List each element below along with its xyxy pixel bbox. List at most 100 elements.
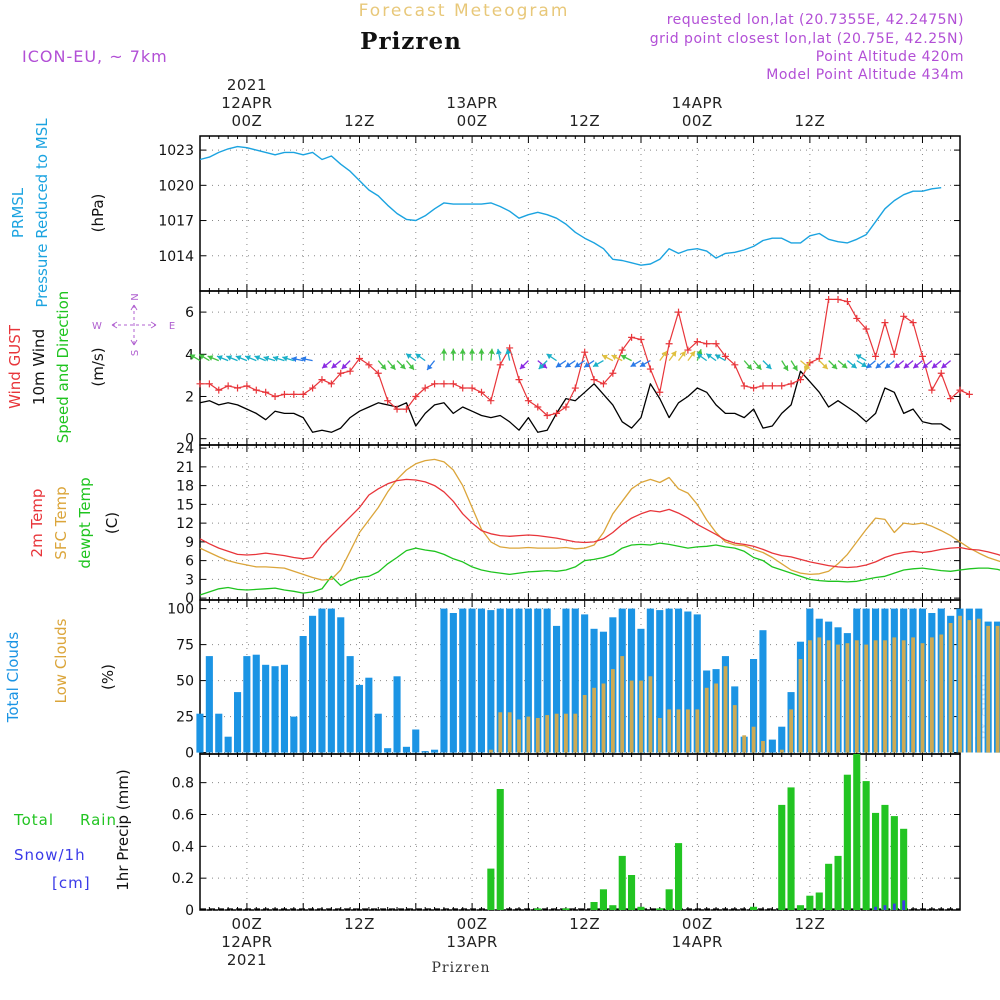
wind-gust-marker [581,348,589,356]
legend-rain: Rain [80,811,117,829]
clouds-panel: 0 25 50 75 100 [167,599,1000,762]
wind-arrow-head [263,355,270,362]
low-cloud-bar [667,709,672,753]
wind-gust-marker [684,346,692,354]
wind-arrow-head [861,361,867,367]
wind-gust-marker [196,380,204,388]
snow-bar [892,903,896,910]
rain-bar [562,908,570,910]
wind-direction-arrow [564,360,576,368]
wind-gust-marker [496,361,504,369]
wind-gust-marker [290,390,298,398]
wind-direction-arrow [478,348,485,361]
wind-arrow-head [282,355,288,362]
total-cloud-bar [346,656,354,753]
wind-direction-arrow [198,353,210,362]
wind-direction-arrow [922,360,933,369]
wind-arrow-head [226,355,233,361]
low-cloud-bar [695,709,700,753]
rain-bar [815,892,823,910]
total-cloud-bar [205,656,213,753]
wind-direction-arrow [272,355,285,362]
wind-arrow-head [440,348,447,354]
rain-bar [750,906,758,910]
low-cloud-bar [967,620,972,753]
wind-arrow-head [519,363,526,370]
total-cloud-bar [402,746,410,753]
wind-gust-marker [881,319,889,327]
wind-direction-arrow [426,360,436,371]
y-tick-label: 75 [176,638,194,654]
wind-arrow-head [341,363,348,370]
y-tick-label: 0 [185,432,194,448]
total-cloud-bar [243,656,251,753]
total-cloud-bar [665,608,673,753]
sfc-temp-line [199,458,1000,581]
time-label-top: 12APR [221,94,272,112]
rain-bar [787,787,795,910]
wind-arrow-head [300,356,307,363]
wind-arrow-head [291,356,297,363]
low-cloud-bar [948,623,953,753]
wind-arrow-head [478,348,485,354]
total-cloud-bar [628,608,636,753]
wind-gust-marker [590,376,598,384]
wind-arrow-head [602,354,608,361]
wind-gust-marker [740,382,748,390]
wind-gust-marker [712,340,720,348]
low-cloud-bar [845,643,850,753]
low-cloud-bar [817,637,822,753]
time-label-top: 2021 [227,76,267,94]
wind-gust-marker [646,365,654,373]
wind-arrow-head [765,363,772,370]
wind-direction-arrow [405,360,415,371]
total-cloud-bar [487,610,495,753]
wind-direction-arrow [611,354,623,362]
time-label-bottom: 12Z [794,915,825,933]
compass-e: E [169,321,175,332]
total-cloud-bar [290,716,298,753]
wind-gust-marker [750,384,758,392]
wind-arrow-head [495,348,502,355]
wind-gust-marker [365,361,373,369]
wind-direction-arrow [216,355,229,362]
wind-unit: (m/s) [89,347,107,386]
wind-arrow-head [755,363,762,370]
wind-arrow-head [792,364,798,371]
chart-subtitle: Forecast Meteogram [359,1,570,21]
wind-arrow-head [217,355,223,361]
y-tick-label: 0 [185,591,194,607]
wind-axis-title: 10m Wind [30,329,48,405]
wind-gust-marker [412,392,420,400]
rain-bar [487,868,495,910]
wind-direction-arrow [291,356,304,363]
y-tick-label: 0.6 [172,807,194,823]
wind-direction-arrow [321,360,332,369]
total-cloud-bar [778,726,786,753]
wind-arrow-head [488,348,495,354]
wind-direction-arrow [931,360,942,369]
y-tick-label: 18 [176,479,194,495]
snow-bar [874,906,877,910]
wind-gust-marker [731,361,739,369]
rain-bar [534,908,542,910]
sfc-temp-axis-title: SFC Temp [52,486,70,559]
wind-gust-marker [327,380,335,388]
time-label-bottom: 12Z [344,915,375,933]
wind-gust-marker [599,380,607,388]
wind-gust-marker [224,382,232,390]
wind-gust-marker [778,382,786,390]
rain-bar [881,804,889,910]
wind-arrow-head [941,362,948,369]
wind-direction-arrow [630,360,642,368]
wind-direction-arrow [207,355,220,362]
rain-bar [590,902,598,910]
low-cloud-bar [958,615,962,753]
total-cloud-bar [656,610,664,753]
wind-gust-marker [356,355,364,363]
wind-direction-arrow [405,353,417,362]
wind-direction-arrow [592,360,604,368]
wind-gust-marker [205,380,213,388]
total-cloud-bar [224,736,232,753]
